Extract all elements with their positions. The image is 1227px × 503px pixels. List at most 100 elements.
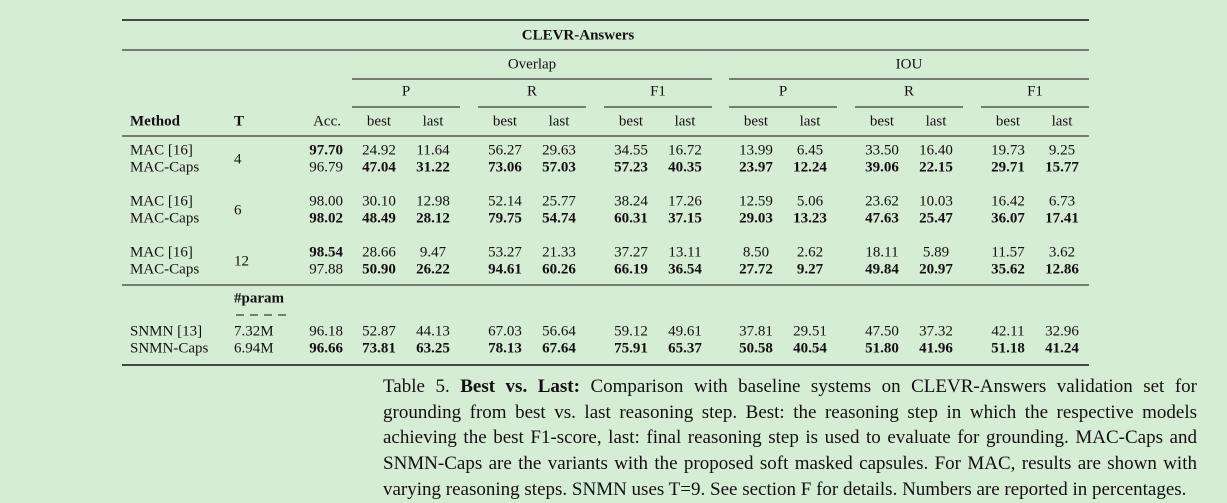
cell: 16.42: [991, 193, 1025, 209]
table: CLEVR-Answers Overlap IOU Method T Acc. …: [122, 19, 1089, 366]
cell: 25.77: [542, 193, 576, 209]
sub-header: best: [367, 113, 392, 129]
t-value: 4: [234, 151, 242, 167]
cell: 9.47: [420, 244, 447, 260]
cell: 12.24: [793, 159, 827, 175]
method-name: MAC [16]: [130, 142, 193, 158]
cell: 96.66: [309, 340, 343, 356]
cell: 57.23: [614, 159, 648, 175]
sub-header: last: [675, 113, 697, 129]
cell: 47.63: [865, 210, 899, 226]
cell: 30.10: [362, 193, 396, 209]
cell: 56.27: [488, 142, 522, 158]
sub-header: best: [744, 113, 769, 129]
cell: 35.62: [991, 261, 1025, 277]
cell: 20.97: [919, 261, 953, 277]
cell: 21.33: [542, 244, 576, 260]
metric-header: R: [527, 83, 537, 99]
cell: 28.66: [362, 244, 396, 260]
sub-header: last: [800, 113, 822, 129]
cell: 52.87: [362, 323, 396, 339]
cell: 96.79: [309, 159, 343, 175]
cell: 16.40: [919, 142, 953, 158]
cell: 49.84: [865, 261, 899, 277]
cell: 59.12: [614, 323, 648, 339]
cell: 38.24: [614, 193, 648, 209]
cell: 26.22: [416, 261, 450, 277]
cell: 36.07: [991, 210, 1025, 226]
sub-header: last: [1052, 113, 1074, 129]
cell: 13.11: [668, 244, 701, 260]
cell: 37.81: [739, 323, 773, 339]
cell: 32.96: [1045, 323, 1079, 339]
cell: 41.24: [1045, 340, 1079, 356]
cell: 27.72: [739, 261, 773, 277]
cell: 12.98: [416, 193, 450, 209]
t-value: 12: [234, 253, 249, 269]
cell: 9.27: [797, 261, 824, 277]
cell: 37.15: [668, 210, 702, 226]
cell: 19.73: [991, 142, 1025, 158]
cell: 51.18: [991, 340, 1025, 356]
cell: 40.35: [668, 159, 702, 175]
caption: Table 5. Best vs. Last: Comparison with …: [383, 374, 1197, 503]
cell: 50.90: [362, 261, 396, 277]
cell: 6.73: [1049, 193, 1075, 209]
cell: 44.13: [416, 323, 450, 339]
metric-header: R: [904, 83, 914, 99]
cell: 13.23: [793, 210, 827, 226]
cell: 53.27: [488, 244, 522, 260]
cell: 66.19: [614, 261, 648, 277]
sub-header: last: [926, 113, 948, 129]
cell: 36.54: [668, 261, 702, 277]
t-value: 6: [234, 202, 242, 218]
cell: 41.96: [919, 340, 953, 356]
cell: 57.03: [542, 159, 576, 175]
column-header: #param: [234, 290, 285, 306]
cell: 10.03: [919, 193, 953, 209]
caption-lead: Best vs. Last:: [460, 376, 580, 397]
cell: 37.27: [614, 244, 648, 260]
sub-header: last: [423, 113, 445, 129]
cell: 17.26: [668, 193, 702, 209]
cell: 98.02: [309, 210, 343, 226]
column-header: T: [234, 113, 244, 129]
param-value: 7.32M: [234, 323, 274, 339]
cell: 67.64: [542, 340, 576, 356]
cell: 94.61: [488, 261, 522, 277]
cell: 23.97: [739, 159, 773, 175]
page: {"table": { "title": "CLEVR-Answers", "g…: [122, 19, 1198, 500]
cell: 67.03: [488, 323, 522, 339]
cell: 65.37: [668, 340, 702, 356]
method-name: MAC-Caps: [130, 261, 199, 277]
cell: 63.25: [416, 340, 450, 356]
cell: 11.57: [991, 244, 1025, 260]
cell: 54.74: [542, 210, 576, 226]
cell: 12.59: [739, 193, 773, 209]
cell: 73.81: [362, 340, 396, 356]
cell: 6.45: [797, 142, 823, 158]
cell: 31.22: [416, 159, 450, 175]
cell: 37.32: [919, 323, 953, 339]
param-value: 6.94M: [234, 340, 274, 356]
cell: 11.64: [416, 142, 450, 158]
cell: 97.88: [309, 261, 343, 277]
cell: 22.15: [919, 159, 953, 175]
caption-label: Table 5.: [383, 376, 450, 397]
cell: 47.50: [865, 323, 899, 339]
cell: 12.86: [1045, 261, 1079, 277]
cell: 29.51: [793, 323, 827, 339]
cell: 23.62: [865, 193, 899, 209]
metric-header: F1: [650, 83, 666, 99]
column-header: Acc.: [313, 113, 341, 129]
metric-header: P: [779, 83, 787, 99]
sub-header: last: [549, 113, 571, 129]
method-name: SNMN [13]: [130, 323, 202, 339]
cell: 29.63: [542, 142, 576, 158]
cell: 2.62: [797, 244, 823, 260]
cell: 51.80: [865, 340, 899, 356]
cell: 13.99: [739, 142, 773, 158]
cell: 60.31: [614, 210, 648, 226]
cell: 28.12: [416, 210, 450, 226]
cell: 56.64: [542, 323, 576, 339]
